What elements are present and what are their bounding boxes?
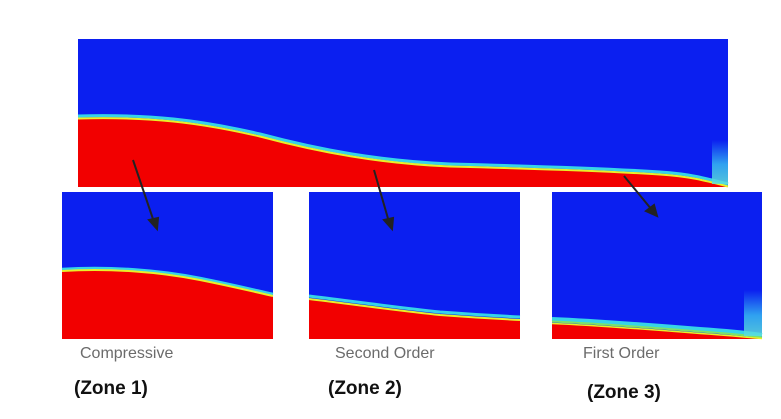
zone1-contour-panel: [61, 192, 274, 339]
zone3-interface-yellow: [551, 322, 763, 340]
zone1-interface-cyan: [61, 266, 274, 296]
zone3-scheme-label: First Order: [583, 345, 660, 362]
main-interface-cyan: [77, 114, 729, 186]
zone1-interface-yellow: [61, 269, 274, 297]
zone3-interface-cyan: [551, 317, 763, 337]
zone1-liquid-region: [62, 270, 273, 339]
main-corner-diffusion: [712, 140, 728, 184]
zone2-scheme-label: Second Order: [335, 345, 435, 362]
zone2-arrow: [373, 169, 395, 232]
zone3-arrow: [623, 175, 659, 218]
zone2-label: (Zone 2): [328, 378, 402, 399]
zone3-liquid-region: [552, 324, 762, 339]
zone3-corner-diffusion: [744, 290, 762, 336]
zone1-scheme-label: Compressive: [80, 345, 174, 362]
zone3-interface-green: [551, 320, 763, 339]
zone2-interface-cyan: [308, 294, 521, 319]
zone1-label: (Zone 1): [74, 378, 148, 399]
zone2-interface-yellow: [308, 298, 521, 321]
zone2-contour-panel: [308, 192, 521, 339]
main-contour-panel: [77, 39, 729, 188]
zone2-liquid-region: [309, 299, 520, 339]
zone1-arrow: [132, 159, 160, 232]
zone3-label: (Zone 3): [587, 382, 661, 403]
main-interface-yellow: [77, 117, 729, 188]
